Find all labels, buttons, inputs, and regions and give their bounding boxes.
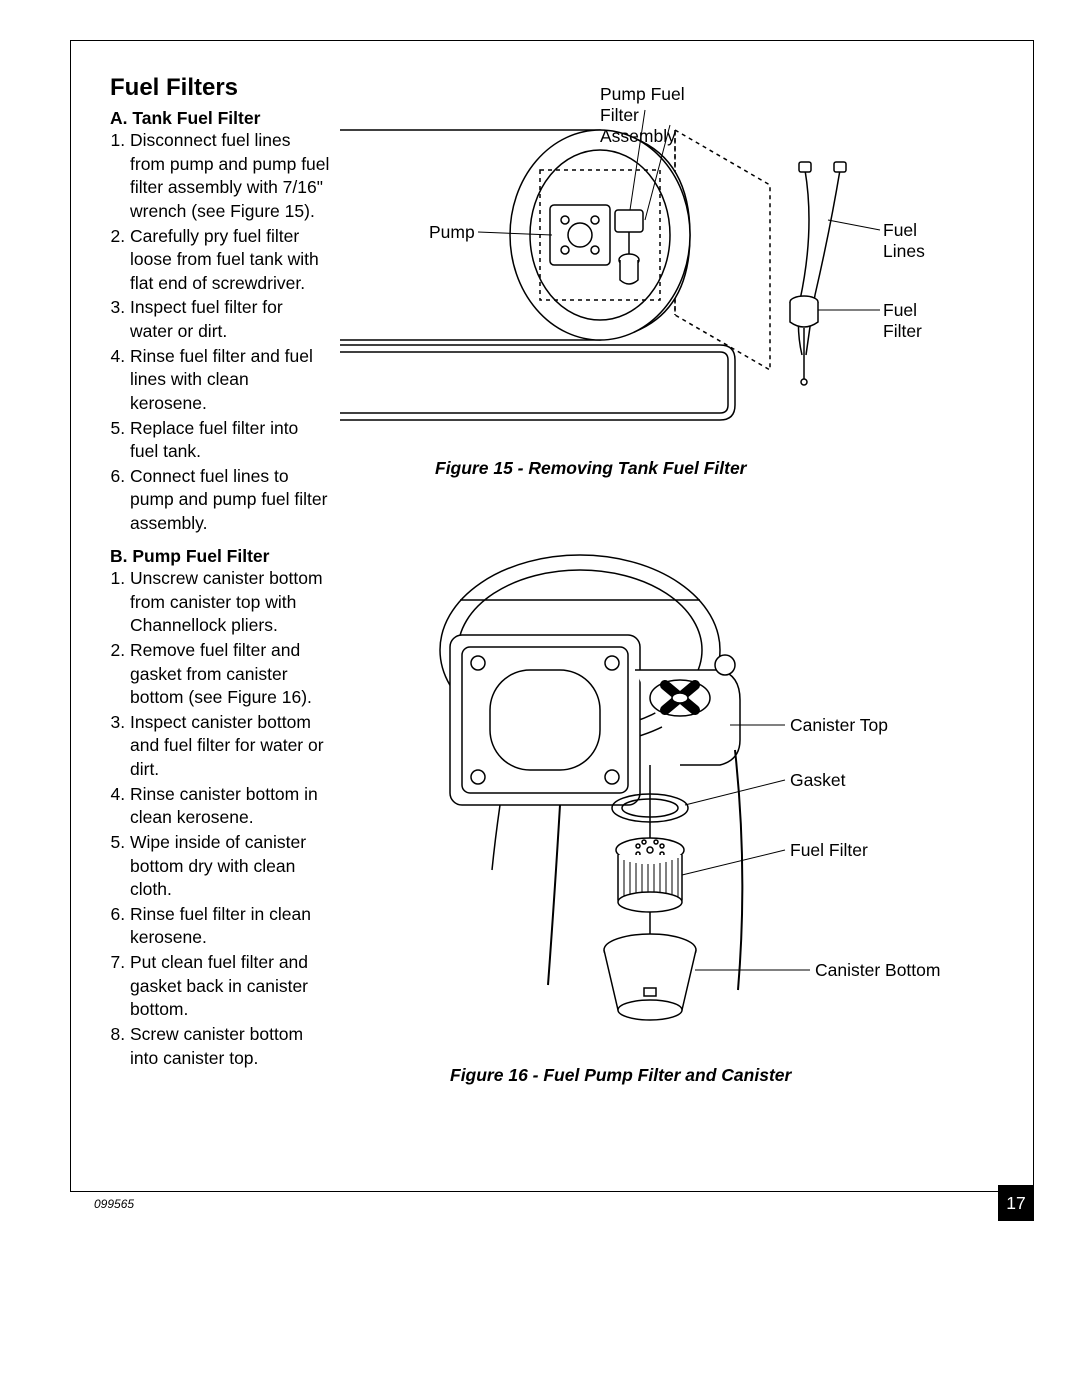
step: Rinse fuel filter in clean kerosene. (130, 903, 330, 950)
label-fuel-filter-16: Fuel Filter (790, 840, 868, 861)
label-pump: Pump (429, 222, 475, 243)
step: Connect fuel lines to pump and pump fuel… (130, 465, 330, 536)
figure-16: Canister Top Gasket Fuel Filter Canister… (380, 540, 960, 1100)
step: Rinse canister bottom in clean kerosene. (130, 783, 330, 830)
section-title: Fuel Filters (110, 74, 330, 102)
label-canister-bottom: Canister Bottom (815, 960, 940, 981)
figure-15-caption: Figure 15 - Removing Tank Fuel Filter (435, 458, 747, 479)
label-pump-fuel-filter-assembly: Pump Fuel Filter Assembly (600, 84, 685, 147)
label-canister-top: Canister Top (790, 715, 888, 736)
section-a-heading: A. Tank Fuel Filter (110, 108, 330, 129)
section-b-heading: B. Pump Fuel Filter (110, 546, 330, 567)
document-id: 099565 (94, 1197, 134, 1211)
step: Screw canister bottom into canister top. (130, 1023, 330, 1070)
step: Carefully pry fuel filter loose from fue… (130, 225, 330, 296)
page-number: 17 (998, 1185, 1034, 1221)
step: Inspect canister bottom and fuel filter … (130, 711, 330, 782)
label-fuel-lines: Fuel Lines (883, 220, 960, 262)
step: Replace fuel filter into fuel tank. (130, 417, 330, 464)
step: Disconnect fuel lines from pump and pump… (130, 129, 330, 224)
label-fuel-filter: Fuel Filter (883, 300, 960, 342)
figure-15: Pump Fuel Filter Assembly Pump Fuel Line… (340, 70, 960, 490)
section-b-steps: Unscrew canister bottom from canister to… (110, 567, 330, 1070)
step: Inspect fuel filter for water or dirt. (130, 296, 330, 343)
figure-16-caption: Figure 16 - Fuel Pump Filter and Caniste… (450, 1065, 791, 1086)
step: Wipe inside of canister bottom dry with … (130, 831, 330, 902)
step: Rinse fuel filter and fuel lines with cl… (130, 345, 330, 416)
step: Unscrew canister bottom from canister to… (130, 567, 330, 638)
section-a-steps: Disconnect fuel lines from pump and pump… (110, 129, 330, 536)
label-gasket: Gasket (790, 770, 845, 791)
step: Put clean fuel filter and gasket back in… (130, 951, 330, 1022)
step: Remove fuel filter and gasket from canis… (130, 639, 330, 710)
